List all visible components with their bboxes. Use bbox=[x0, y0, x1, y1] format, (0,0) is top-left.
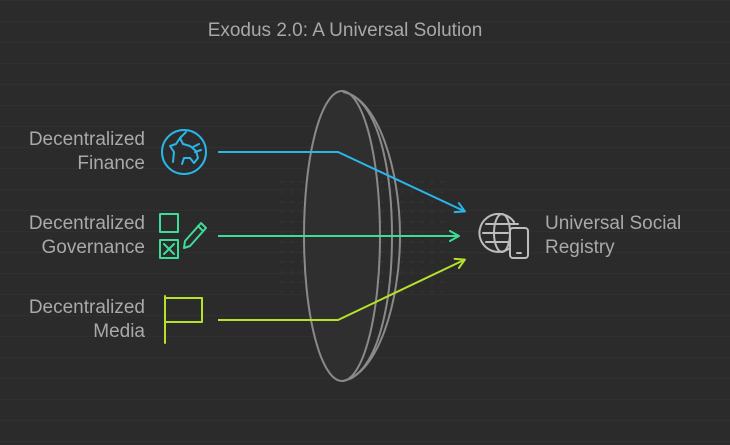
connector-media bbox=[218, 257, 466, 321]
flag-icon bbox=[164, 295, 203, 344]
label-decentralized-finance: Decentralized Finance bbox=[28, 129, 145, 174]
ballot-pencil-icon bbox=[159, 213, 207, 259]
globe-phone-icon bbox=[478, 212, 529, 259]
unicorn-icon bbox=[161, 129, 207, 175]
diagram-title: Exodus 2.0: A Universal Solution bbox=[207, 20, 483, 41]
label-decentralized-media: Decentralized Media bbox=[28, 297, 145, 342]
connector-finance bbox=[218, 151, 466, 214]
label-decentralized-governance: Decentralized Governance bbox=[28, 213, 145, 258]
label-universal-social-registry: Universal Social Registry bbox=[545, 213, 682, 258]
